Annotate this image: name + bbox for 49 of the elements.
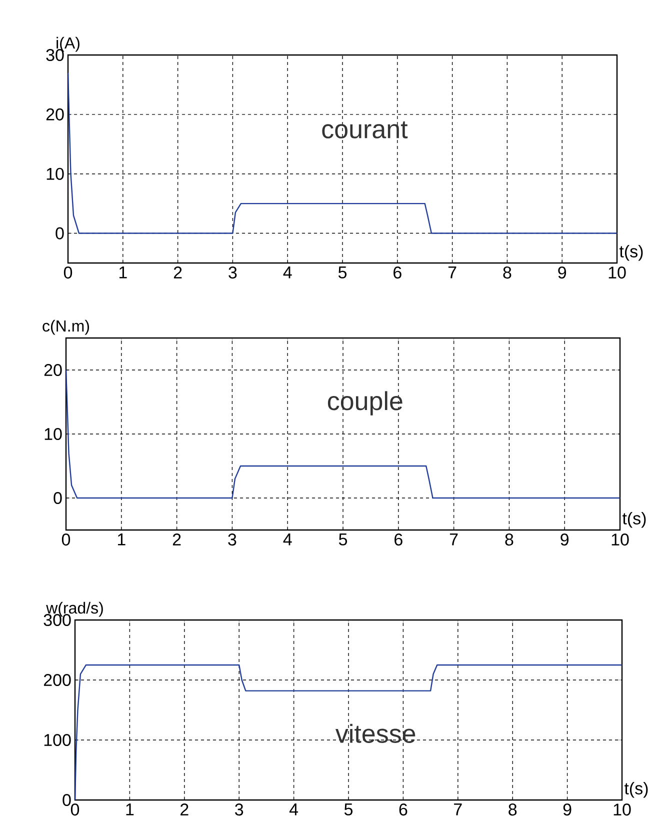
x-tick-label: 8 [508, 804, 517, 816]
y-tick-label: 0 [56, 227, 64, 240]
x-tick-label: 4 [289, 804, 298, 816]
x-tick-label: 5 [338, 534, 348, 546]
x-tick-label: 9 [563, 804, 572, 816]
x-tick-label: 1 [118, 534, 126, 546]
x-tick-label: 2 [180, 804, 188, 816]
y-tick-label: 200 [44, 674, 71, 686]
annotation: courant [322, 121, 408, 138]
annotation: couple [328, 391, 402, 416]
x-axis-title: t(s) [622, 512, 646, 528]
x-tick-label: 2 [174, 266, 182, 278]
y-tick-label: 20 [46, 108, 64, 120]
line-series [68, 72, 618, 234]
x-tick-label: 9 [560, 534, 569, 546]
y-tick-label: 10 [44, 428, 62, 440]
x-tick-label: 1 [119, 266, 127, 278]
x-tick-label: 5 [338, 266, 347, 278]
x-tick-label: 9 [558, 266, 566, 279]
y-tick-label: 20 [44, 364, 62, 376]
x-tick-label: 5 [344, 804, 353, 816]
x-tick-label: 1 [126, 804, 134, 816]
line-series [75, 664, 622, 800]
y-tick-label: 0 [62, 794, 71, 806]
x-tick-label: 4 [283, 266, 292, 278]
x-axis-title: t(s) [624, 782, 648, 798]
x-tick-label: 7 [454, 804, 462, 816]
x-tick-label: 7 [450, 534, 458, 546]
y-axis-title: c(N.m) [42, 320, 89, 335]
x-tick-label: 7 [448, 266, 456, 278]
x-tick-label: 10 [612, 534, 629, 546]
x-tick-label: 3 [228, 266, 237, 279]
y-tick-label: 0 [54, 492, 62, 504]
annotation: vitesse [335, 724, 416, 743]
y-tick-label: 100 [44, 734, 71, 746]
x-tick-label: 10 [614, 804, 631, 816]
x-tick-label: 8 [503, 266, 512, 279]
x-tick-label: 3 [228, 534, 236, 546]
y-tick-label: 10 [46, 168, 64, 180]
x-tick-label: 3 [235, 804, 244, 816]
x-axis-title: t(s) [619, 244, 643, 261]
x-tick-label: 0 [70, 804, 80, 816]
x-tick-label: 10 [608, 266, 626, 279]
x-tick-label: 6 [394, 534, 402, 546]
x-tick-label: 6 [399, 804, 408, 816]
x-tick-label: 4 [283, 534, 292, 546]
x-tick-label: 2 [172, 534, 181, 546]
x-tick-label: 8 [505, 534, 514, 546]
x-tick-label: 6 [394, 266, 402, 279]
